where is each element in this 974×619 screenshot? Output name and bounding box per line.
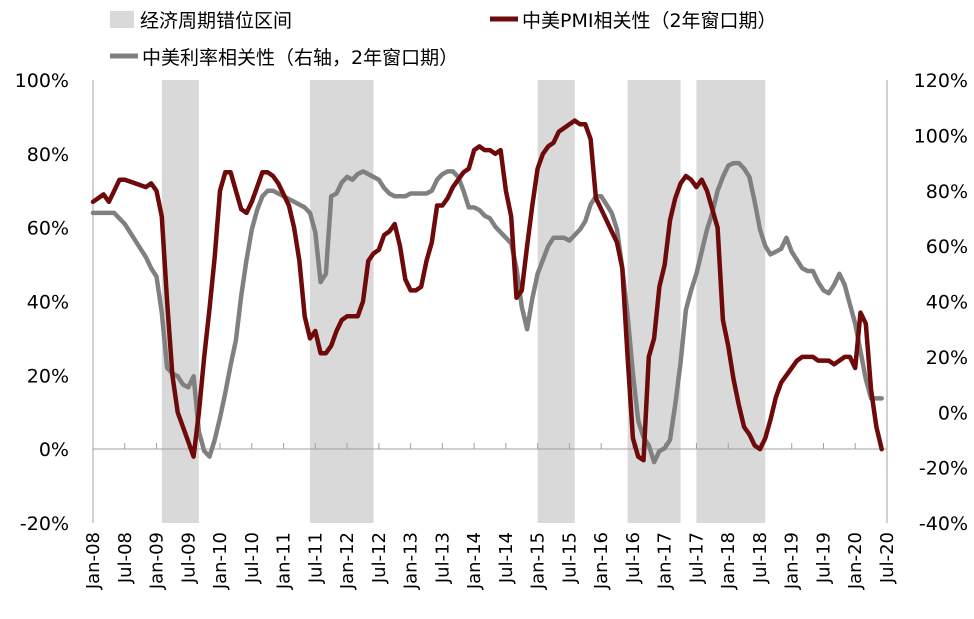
shaded-period-2 xyxy=(537,80,575,523)
x-tick-label: Jan-14 xyxy=(464,532,485,590)
axes xyxy=(92,80,888,523)
y-right-tick-label: 20% xyxy=(926,347,968,369)
x-tick-label: Jul-14 xyxy=(496,532,517,584)
y-right-tick-label: 0% xyxy=(938,402,968,424)
x-tick-label: Jan-09 xyxy=(147,532,168,590)
legend-swatch-shade xyxy=(110,11,134,28)
rate-correlation-line xyxy=(90,160,884,465)
legend-label-shade: 经济周期错位区间 xyxy=(140,10,292,32)
x-tick-label: Jul-12 xyxy=(369,532,390,584)
y-right-tick-label: 120% xyxy=(914,70,968,92)
y-right-tick-label: 100% xyxy=(914,125,968,147)
legend: 经济周期错位区间 中美PMI相关性（2年窗口期） 中美利率相关性（右轴，2年窗口… xyxy=(110,10,777,69)
x-tick-labels: Jan-08 Jul-08 Jan-09 Jul-09 Jan-10 Jul-10 Jan-… xyxy=(83,532,898,590)
shaded-periods xyxy=(161,80,766,523)
x-tick-label: Jan-19 xyxy=(782,532,803,590)
x-tick-label: Jul-10 xyxy=(242,532,263,584)
x-tick-label: Jul-19 xyxy=(813,532,834,584)
y-left-tick-label: 80% xyxy=(27,144,69,166)
x-tick-label: Jul-09 xyxy=(178,532,199,584)
y-right-tick-label: -20% xyxy=(919,458,968,480)
series-lines xyxy=(90,118,884,465)
y-right-tick-label: 60% xyxy=(926,236,968,258)
x-tick-label: Jan-10 xyxy=(210,532,231,590)
x-tick-label: Jul-16 xyxy=(623,532,644,584)
y-right-tick-label: 80% xyxy=(926,181,968,203)
legend-label-pmi: 中美PMI相关性（2年窗口期） xyxy=(522,10,777,32)
x-tick-label: Jul-17 xyxy=(686,532,707,584)
shaded-period-4 xyxy=(696,80,766,523)
x-tick-label: Jan-18 xyxy=(718,532,739,590)
legend-label-rate: 中美利率相关性（右轴，2年窗口期） xyxy=(142,47,458,69)
x-tick-label: Jul-20 xyxy=(877,532,898,584)
pmi-correlation-line xyxy=(90,118,884,463)
x-tick-label: Jul-13 xyxy=(432,532,453,584)
x-tick-label: Jan-15 xyxy=(528,532,549,590)
x-tick-label: Jul-18 xyxy=(750,532,771,584)
x-tick-label: Jan-08 xyxy=(83,532,104,590)
x-tick-label: Jan-13 xyxy=(401,532,422,590)
y-left-tick-label: 20% xyxy=(27,365,69,387)
y-left-tick-label: -20% xyxy=(20,513,69,535)
x-tick-label: Jan-20 xyxy=(845,532,866,590)
y-left-tick-label: 60% xyxy=(27,218,69,240)
x-tick-label: Jan-16 xyxy=(591,532,612,590)
y-right-tick-label: 40% xyxy=(926,292,968,314)
y-left-tick-label: 0% xyxy=(39,439,69,461)
x-tick-label: Jan-12 xyxy=(337,532,358,590)
y-tick-labels: 100% 80% 60% 40% 20% 0% -20% 120% 100% 80% 60% 40% 2… xyxy=(15,70,968,535)
x-tick-label: Jul-15 xyxy=(559,532,580,584)
y-right-tick-label: -40% xyxy=(919,513,968,535)
y-left-tick-label: 40% xyxy=(27,292,69,314)
x-tick-label: Jan-17 xyxy=(655,532,676,590)
y-left-tick-label: 100% xyxy=(15,70,69,92)
x-tick-label: Jul-11 xyxy=(305,532,326,584)
x-tick-label: Jan-11 xyxy=(274,532,295,590)
x-tick-label: Jul-08 xyxy=(115,532,136,584)
